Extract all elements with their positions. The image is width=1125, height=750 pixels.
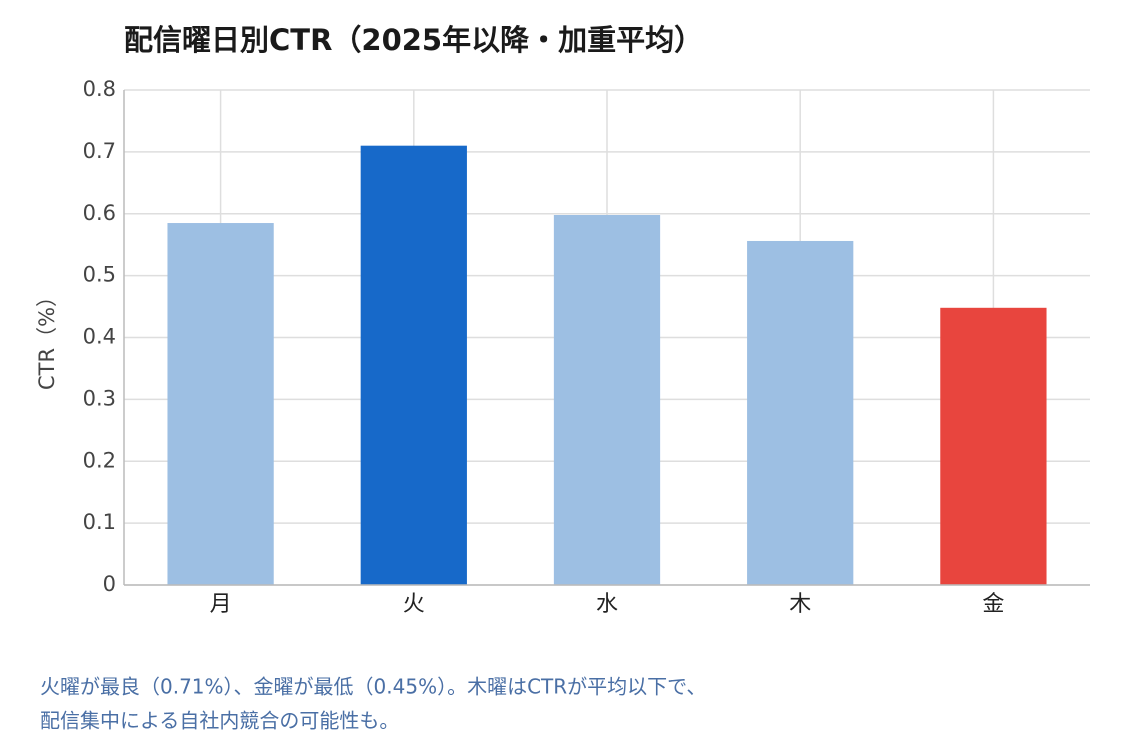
chart-title: 配信曜日別CTR（2025年以降・加重平均） xyxy=(124,23,703,57)
note: 配信集中による自社内競合の可能性も。 xyxy=(40,709,399,733)
note: 火曜が最良（0.71%）、金曜が最低（0.45%）。木曜はCTRが平均以下で、 xyxy=(40,675,706,699)
y-tick-label: 0.5 xyxy=(83,263,116,287)
bar xyxy=(167,223,274,585)
y-tick-label: 0.4 xyxy=(83,325,116,349)
x-tick-label: 木 xyxy=(789,592,811,617)
x-tick-label: 火 xyxy=(403,592,425,617)
y-tick-label: 0 xyxy=(103,572,116,596)
y-axis-label: CTR（%） xyxy=(35,286,59,390)
y-tick-label: 0.2 xyxy=(83,448,116,472)
y-tick-label: 0.1 xyxy=(83,510,116,534)
bar xyxy=(553,214,661,586)
bar xyxy=(747,240,854,585)
y-tick-label: 0.8 xyxy=(83,77,116,101)
x-tick-label: 水 xyxy=(596,592,618,617)
bar xyxy=(940,307,1047,585)
y-tick-label: 0.7 xyxy=(83,139,116,163)
y-tick-label: 0.3 xyxy=(83,386,116,410)
x-tick-label: 金 xyxy=(982,592,1004,617)
bar xyxy=(360,145,467,585)
y-tick-label: 0.6 xyxy=(83,201,116,225)
x-tick-label: 月 xyxy=(210,592,232,617)
